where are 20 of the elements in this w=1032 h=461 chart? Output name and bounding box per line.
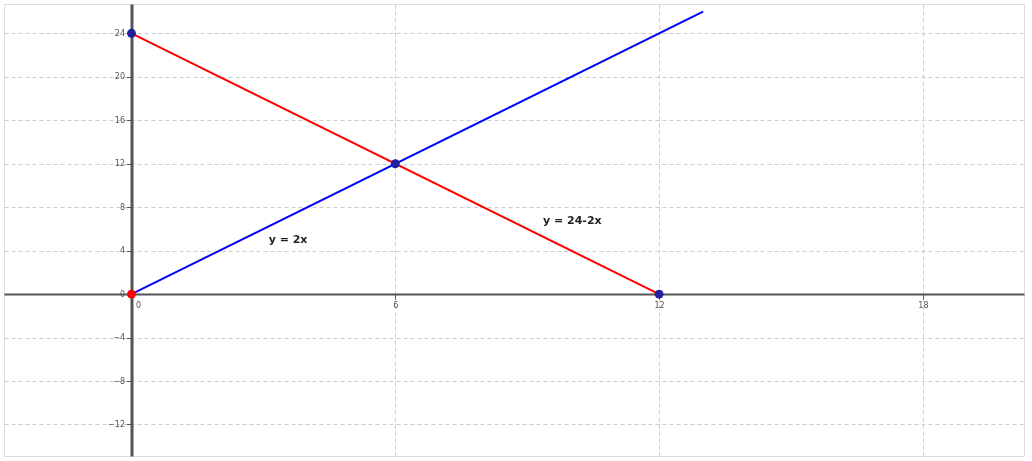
annotation: y = 24-2x	[543, 213, 602, 227]
y-tick-label: 4	[119, 246, 125, 256]
x-tick-label: 18	[918, 300, 929, 310]
y-tick-label: 12	[114, 159, 125, 169]
y-tick-label: −4	[113, 333, 125, 343]
x-tick-label: 0	[136, 300, 142, 310]
point	[127, 289, 136, 299]
annotation: y = 2x	[268, 233, 308, 247]
y-tick-label: 16	[114, 115, 125, 125]
y-tick-label: 8	[119, 202, 125, 212]
point	[654, 289, 664, 299]
point	[390, 159, 400, 169]
y-tick-label: 24	[114, 28, 125, 38]
y-tick-label: 0	[119, 289, 125, 299]
y-tick-label: −12	[108, 419, 125, 429]
point	[127, 28, 136, 38]
x-tick-label: 6	[393, 300, 399, 310]
x-tick-label: 12	[654, 300, 665, 310]
y-tick-label: 20	[114, 72, 125, 82]
y-tick-label: −8	[113, 376, 125, 386]
